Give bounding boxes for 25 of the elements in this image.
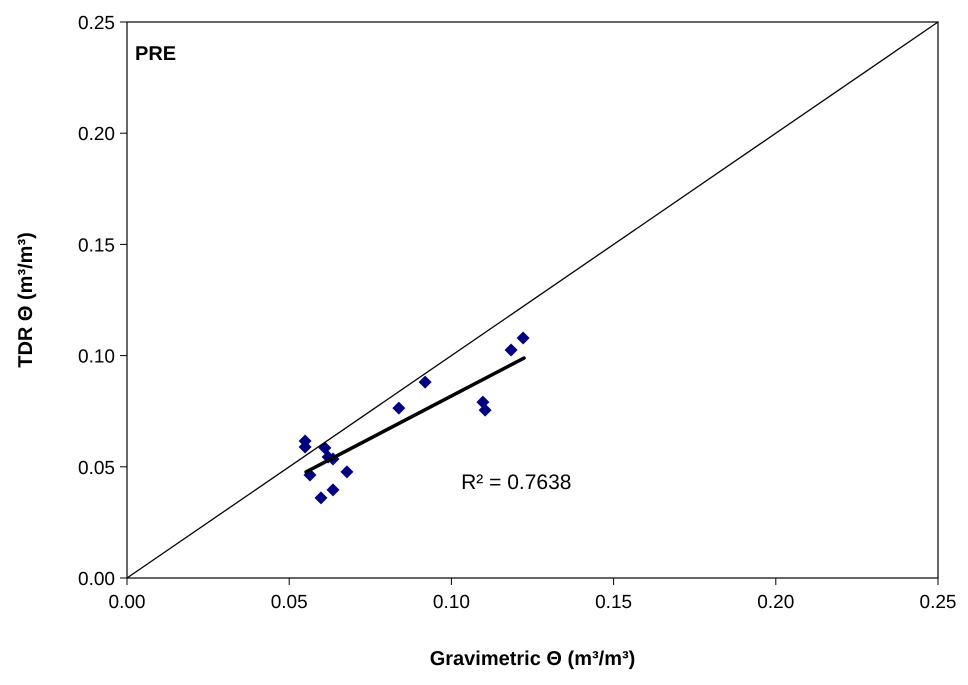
- x-tick-label: 0.25: [920, 592, 956, 613]
- annotation: R² = 0.7638: [461, 471, 572, 494]
- point: [392, 402, 406, 415]
- x-tick-label: 0.20: [757, 592, 794, 613]
- x-tick-label: 0.15: [595, 592, 632, 613]
- y-tick-label: 0.00: [78, 569, 115, 590]
- y-tick-label: 0.15: [78, 235, 115, 256]
- point: [516, 332, 530, 345]
- point: [478, 404, 492, 417]
- point: [318, 441, 332, 454]
- x-tick-label: 0.00: [108, 592, 146, 613]
- x-axis-title: Gravimetric Θ (m³/m³): [430, 648, 636, 670]
- annotation: PRE: [135, 43, 176, 65]
- y-tick-label: 0.25: [78, 13, 115, 34]
- y-tick-label: 0.05: [78, 458, 115, 479]
- point: [314, 491, 328, 504]
- y-axis-title: TDR Θ (m³/m³): [15, 232, 37, 368]
- y-tick-label: 0.20: [78, 124, 115, 146]
- point: [326, 483, 340, 496]
- y-tick-label: 0.10: [78, 346, 115, 368]
- point: [418, 376, 432, 389]
- x-tick-label: 0.10: [432, 592, 470, 613]
- point: [340, 465, 354, 478]
- point: [504, 344, 518, 357]
- x-tick-label: 0.05: [270, 592, 308, 613]
